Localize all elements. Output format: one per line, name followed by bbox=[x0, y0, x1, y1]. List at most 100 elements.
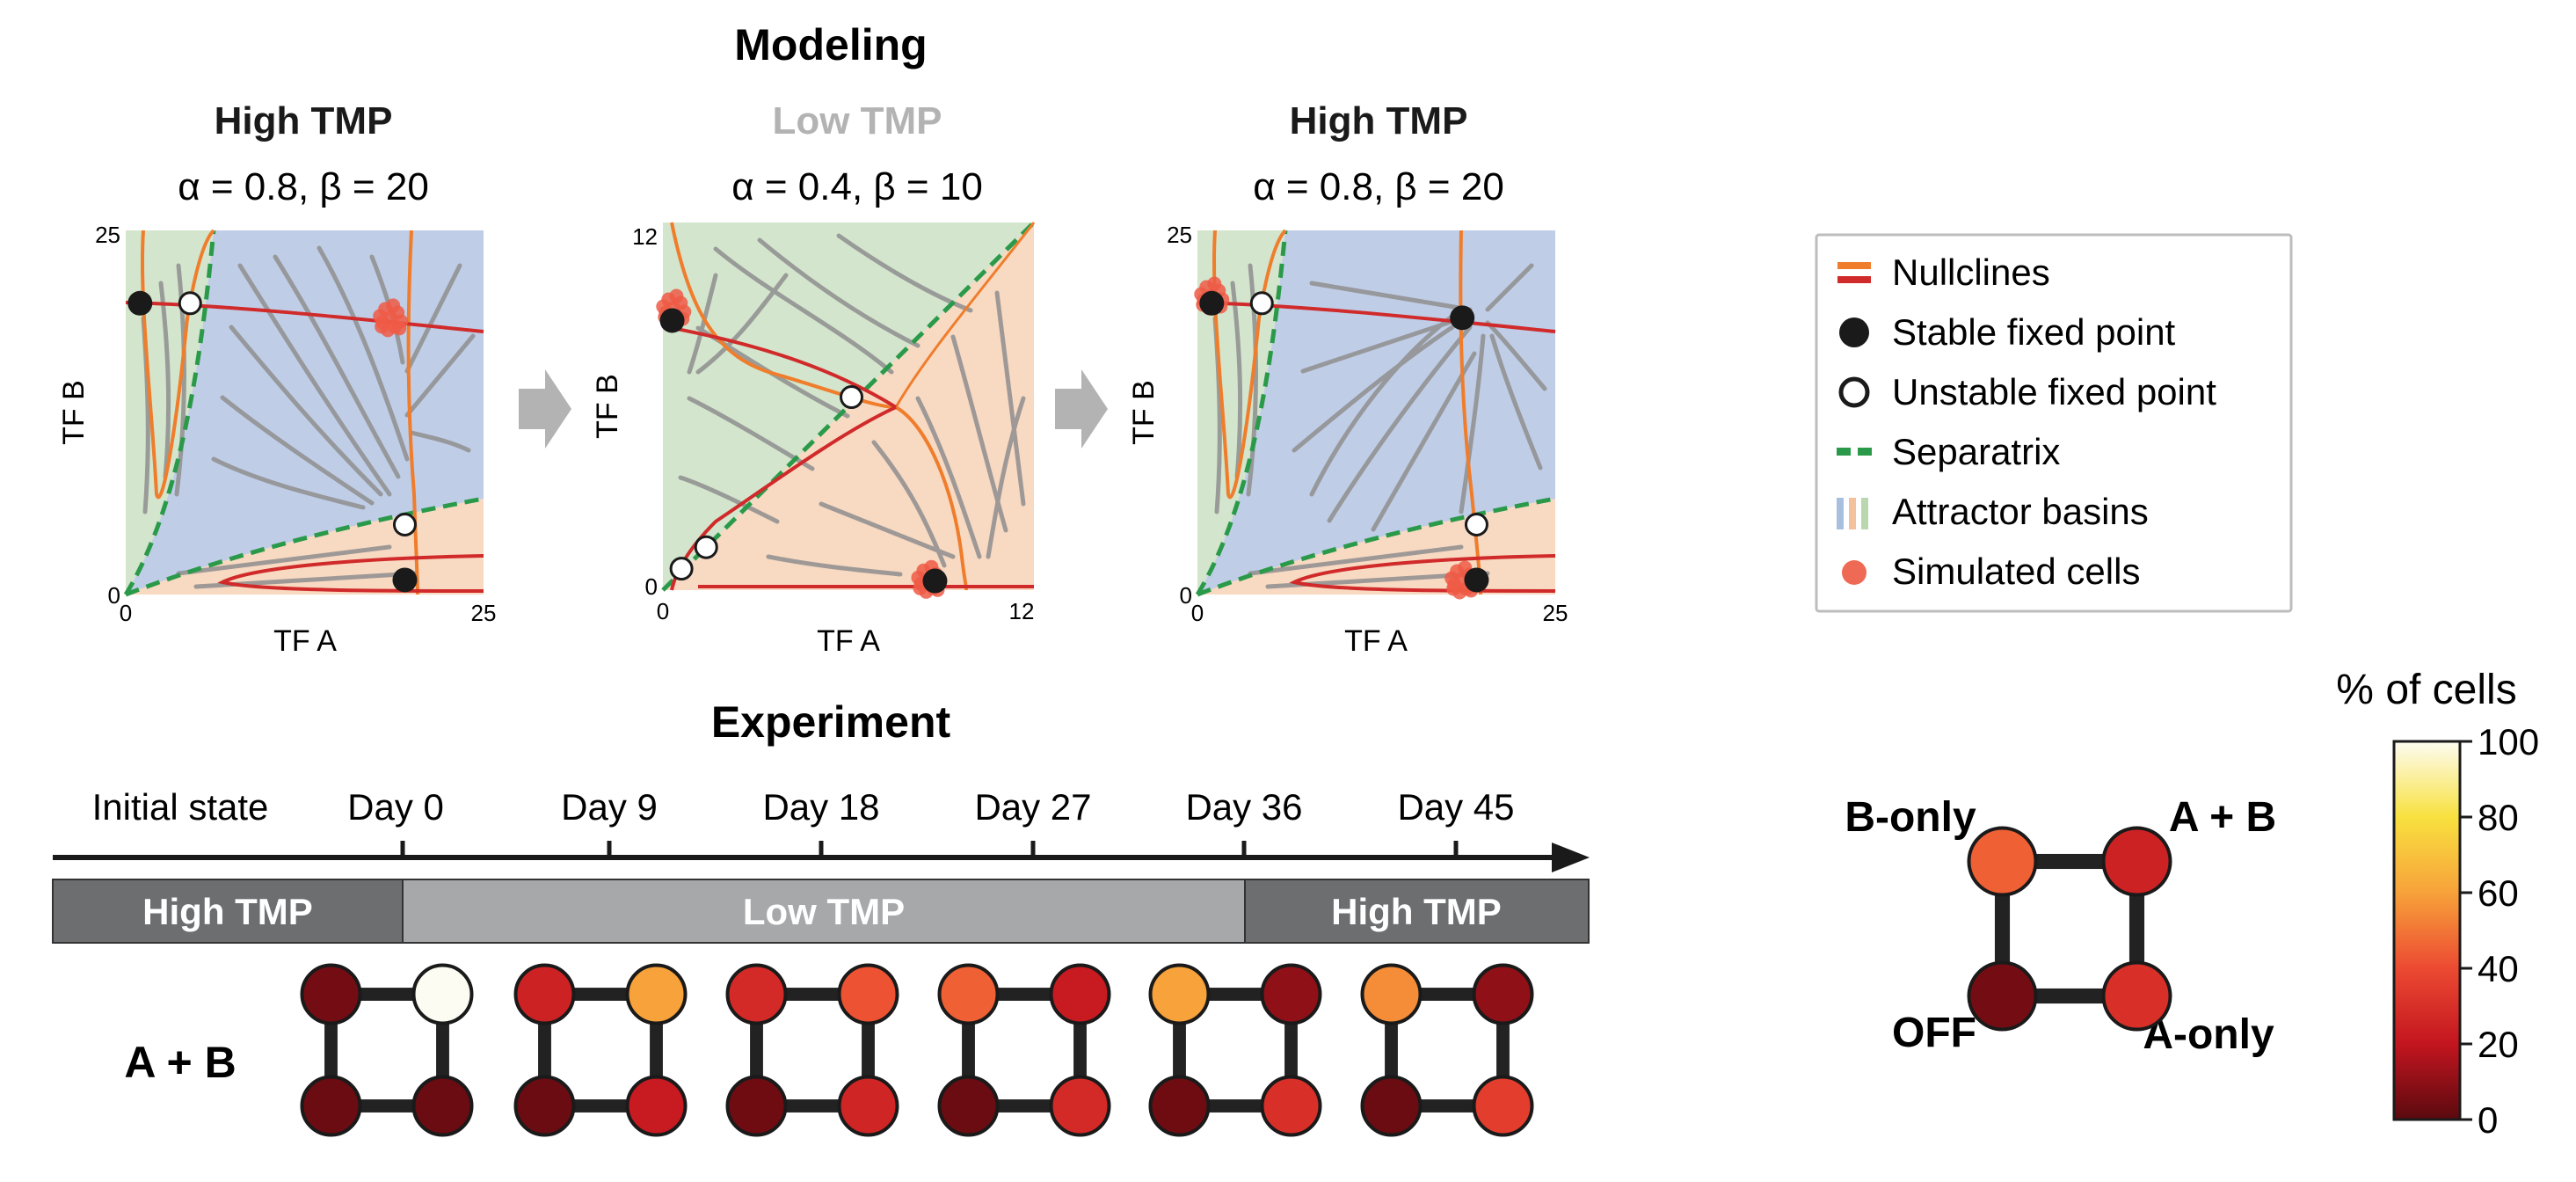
state-edges bbox=[1385, 988, 1510, 1113]
state-node-a-and-b bbox=[411, 963, 474, 1025]
state-edges bbox=[750, 988, 875, 1113]
panel-1-y-min: 0 bbox=[108, 582, 120, 609]
separatrix bbox=[1195, 230, 1288, 596]
transition-arrow bbox=[519, 369, 571, 449]
panel-1-ylabel: TF B bbox=[57, 380, 91, 445]
panel-2-ylabel: TF B bbox=[591, 374, 624, 439]
panel-1-points bbox=[127, 290, 418, 593]
timeline-label: Day 45 bbox=[1397, 786, 1514, 828]
state-node-a-only bbox=[1472, 1075, 1534, 1137]
nullcline-red bbox=[1197, 301, 1556, 333]
stable-fixed-point bbox=[659, 308, 685, 333]
timeline: Initial state Day 0 Day 9 Day 18 Day 27 … bbox=[52, 786, 1590, 944]
state-edges bbox=[1994, 853, 2145, 1004]
unstable-fixed-point bbox=[840, 385, 864, 410]
panel-3-x-min: 0 bbox=[1191, 600, 1204, 626]
stable-fixed-point bbox=[1199, 290, 1225, 316]
transition-arrow bbox=[1055, 369, 1108, 449]
panel-1-xlabel: TF A bbox=[273, 624, 337, 658]
simulated-cell bbox=[373, 309, 388, 324]
state-snapshot bbox=[513, 963, 688, 1137]
stable-fixed-point bbox=[922, 568, 948, 594]
simulated-cell bbox=[375, 319, 389, 334]
state-node-a-only bbox=[837, 1075, 899, 1137]
simulated-cell bbox=[392, 321, 407, 336]
state-node-a-and-b bbox=[1472, 963, 1534, 1025]
separatrix bbox=[123, 230, 216, 596]
panel-1-x-max: 25 bbox=[471, 600, 497, 626]
state-node-a-and-b bbox=[2101, 826, 2172, 897]
state-node-a-and-b bbox=[837, 963, 899, 1025]
colorbar-title: % of cells bbox=[2336, 667, 2516, 713]
colorbar-gradient bbox=[2392, 740, 2462, 1121]
panel-2-params: α = 0.4, β = 10 bbox=[731, 165, 983, 208]
separatrix bbox=[1197, 496, 1556, 597]
key-square bbox=[1967, 826, 2172, 1032]
panel-2-x-max: 12 bbox=[1009, 598, 1035, 624]
state-node-a-and-b bbox=[1260, 963, 1322, 1025]
stable-fixed-point bbox=[392, 567, 418, 593]
timeline-label: Day 9 bbox=[561, 786, 658, 828]
phase-label: High TMP bbox=[142, 891, 313, 932]
state-node-off bbox=[1148, 1075, 1211, 1137]
nullcline-orange bbox=[406, 230, 419, 595]
state-node-a-and-b bbox=[625, 963, 688, 1025]
legend-separatrix-dash bbox=[1858, 448, 1872, 456]
nullcline-orange bbox=[141, 229, 215, 500]
panel-3-x-max: 25 bbox=[1543, 600, 1568, 626]
simulated-cell bbox=[669, 288, 684, 303]
simulated-cell bbox=[386, 298, 401, 313]
state-snapshot bbox=[937, 963, 1111, 1137]
phase-portrait-1: High TMP α = 0.8, β = 20 bbox=[57, 99, 496, 658]
nullcline-red bbox=[125, 301, 484, 333]
key-label-a-and-b: A + B bbox=[2169, 794, 2276, 841]
state-node-a-only bbox=[625, 1075, 688, 1137]
state-node-a-only bbox=[1049, 1075, 1111, 1137]
state-node-off bbox=[1967, 960, 2038, 1032]
snapshot-row-label: A + B bbox=[124, 1038, 236, 1087]
stable-fixed-point bbox=[1464, 567, 1489, 593]
nullcline-orange bbox=[894, 222, 1036, 408]
stable-fixed-point bbox=[127, 290, 153, 316]
simulated-cell bbox=[1207, 276, 1222, 291]
colorbar-tick-label: 80 bbox=[2478, 797, 2519, 838]
simulated-cell bbox=[911, 570, 926, 585]
state-node-b-only bbox=[513, 963, 576, 1025]
unstable-fixed-point bbox=[178, 291, 202, 316]
state-edges bbox=[962, 988, 1087, 1113]
colorbar-tick-label: 20 bbox=[2478, 1024, 2519, 1065]
timeline-arrowhead bbox=[1552, 843, 1590, 872]
legend-stable-point bbox=[1839, 317, 1869, 347]
colorbar-ticks: 0 20 40 60 80 100 bbox=[2460, 721, 2539, 1141]
legend-basin-orange bbox=[1849, 498, 1856, 529]
state-edges bbox=[538, 988, 663, 1113]
panel-2-points bbox=[656, 288, 948, 599]
panel-3-ylabel: TF B bbox=[1127, 380, 1161, 445]
key-label-off: OFF bbox=[1892, 1010, 1976, 1056]
state-node-off bbox=[725, 1075, 788, 1137]
unstable-fixed-point bbox=[669, 557, 694, 581]
state-node-a-only bbox=[1260, 1075, 1322, 1137]
legend-label: Unstable fixed point bbox=[1892, 371, 2216, 412]
phase-portrait-3: High TMP α = 0.8, β = 20 bbox=[1127, 99, 1568, 658]
legend-nullcline-red bbox=[1837, 276, 1871, 283]
unstable-fixed-point bbox=[392, 513, 417, 537]
state-node-a-only bbox=[2101, 960, 2172, 1032]
state-node-b-only bbox=[300, 963, 362, 1025]
legend-box bbox=[1815, 233, 2293, 613]
panel-3-points bbox=[1194, 276, 1489, 600]
modeling-title: Modeling bbox=[734, 20, 927, 69]
state-edges bbox=[1173, 988, 1298, 1113]
timeline-label: Day 27 bbox=[974, 786, 1091, 828]
legend-label: Stable fixed point bbox=[1892, 311, 2176, 353]
state-snapshot bbox=[725, 963, 899, 1137]
state-node-off bbox=[1360, 1075, 1423, 1137]
unstable-fixed-point bbox=[1464, 513, 1488, 537]
legend-label: Attractor basins bbox=[1892, 491, 2149, 532]
state-node-b-only bbox=[1967, 826, 2038, 897]
panel-3-xlabel: TF A bbox=[1344, 624, 1408, 658]
legend: Nullclines Stable fixed point Unstable f… bbox=[1815, 233, 2293, 613]
panel-3-y-min: 0 bbox=[1180, 582, 1192, 609]
key-label-a-only: A-only bbox=[2143, 1011, 2274, 1058]
